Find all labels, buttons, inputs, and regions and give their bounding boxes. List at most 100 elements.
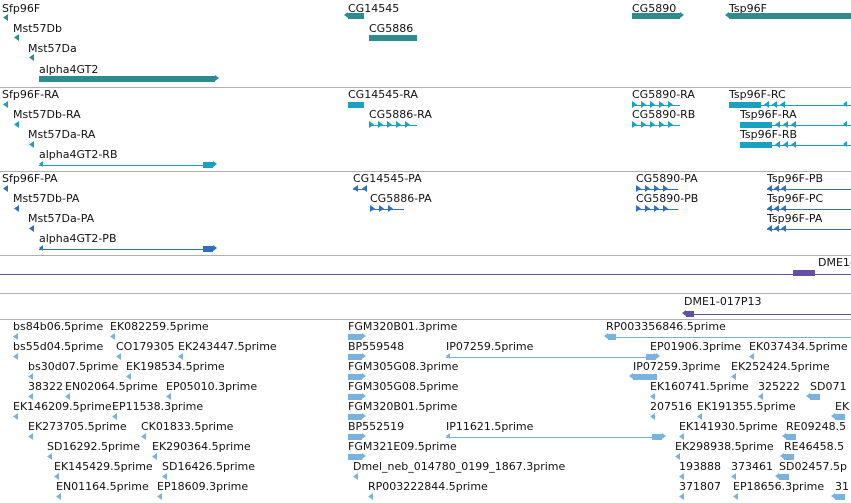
strand-arrow-icon	[781, 185, 786, 192]
feature-label[interactable]: RE09248.5	[786, 420, 847, 433]
feature-label[interactable]: CG14545-PA	[353, 172, 422, 185]
feature-label[interactable]: Mst57Db-RA	[13, 108, 81, 121]
feature-label[interactable]: EK273705.5prime	[28, 420, 127, 433]
feature-label[interactable]: CG5886-RA	[369, 108, 432, 121]
feature-label[interactable]: Mst57Da	[28, 42, 77, 55]
feature-label[interactable]: Tsp96F-RC	[729, 88, 786, 101]
feature-label[interactable]: FGM320B01.5prime	[348, 400, 458, 413]
feature-label[interactable]: CG14545	[348, 2, 400, 15]
feature-label[interactable]: EP18609.3prime	[157, 480, 249, 493]
feature-label[interactable]: EK191355.5prime	[697, 400, 796, 413]
feature-label[interactable]: bs55d04.5prime	[13, 340, 104, 353]
strand-arrow-icon	[112, 413, 117, 420]
feature-label[interactable]: 38322	[28, 380, 63, 393]
feature-label[interactable]: IP07259.5prime	[446, 340, 534, 353]
feature-label[interactable]: 325222	[758, 380, 800, 393]
strand-arrow-icon	[679, 493, 684, 500]
feature-label[interactable]: CG5890-PB	[636, 192, 699, 205]
feature-label[interactable]: EK290364.5prime	[152, 440, 251, 453]
feature-label[interactable]: EK160741.5prime	[650, 380, 749, 393]
feature-label[interactable]: Mst57Da-RA	[28, 128, 96, 141]
feature-label[interactable]: BP559548	[348, 340, 405, 353]
feature-label[interactable]: RE46458.5	[784, 440, 845, 453]
feature-label[interactable]: Tsp96F-PC	[767, 192, 824, 205]
feature-label[interactable]: EP05010.3prime	[166, 380, 258, 393]
feature-label[interactable]: BP552519	[348, 420, 405, 433]
feature-label[interactable]: SD16292.5prime	[47, 440, 140, 453]
feature-label[interactable]: 373461	[731, 460, 773, 473]
strand-arrow-icon	[650, 393, 655, 400]
feature-label[interactable]: FGM320B01.3prime	[348, 320, 458, 333]
feature-label[interactable]: 371807	[679, 480, 721, 493]
feature-label[interactable]: EK141930.5prime	[679, 420, 778, 433]
feature-label[interactable]: DME1-017P13	[684, 295, 762, 308]
feature-label[interactable]: bs84b06.5prime	[13, 320, 104, 333]
strand-arrow-icon	[645, 185, 650, 192]
feature-label[interactable]: SD071	[810, 380, 847, 393]
feature-label[interactable]: EK145429.5prime	[54, 460, 153, 473]
strand-arrow-icon	[791, 121, 796, 128]
strand-arrow-icon	[396, 121, 401, 128]
feature-label[interactable]: Tsp96F-RA	[740, 108, 797, 121]
feature-label[interactable]: EN01164.5prime	[56, 480, 149, 493]
feature-intron-line	[684, 314, 851, 315]
feature-label[interactable]: Dmel_neb_014780_0199_1867.3prime	[353, 460, 566, 473]
feature-bar	[729, 13, 851, 19]
feature-label[interactable]: Tsp96F-PB	[767, 172, 824, 185]
feature-label[interactable]: EK037434.5prime	[749, 340, 848, 353]
feature-label[interactable]: EN02064.5prime	[65, 380, 158, 393]
feature-label[interactable]: CG5890-RB	[632, 108, 696, 121]
feature-label[interactable]: EK146209.5prime	[13, 400, 112, 413]
feature-label[interactable]: EK	[835, 400, 850, 413]
feature-label[interactable]: alpha4GT2-RB	[39, 148, 118, 161]
feature-label[interactable]: SD16426.5prime	[162, 460, 255, 473]
feature-label[interactable]: EP01906.3prime	[650, 340, 742, 353]
strand-arrow-icon	[47, 453, 52, 460]
strand-arrow-icon	[654, 185, 659, 192]
feature-label[interactable]: CG5886-PA	[370, 192, 432, 205]
feature-label[interactable]: CK01833.5prime	[141, 420, 234, 433]
feature-label[interactable]: alpha4GT2	[39, 63, 99, 76]
strand-arrow-icon	[636, 185, 641, 192]
feature-label[interactable]: CG5890	[632, 2, 677, 15]
feature-label[interactable]: EK082259.5prime	[110, 320, 209, 333]
feature-label[interactable]: IP07259.3prime	[633, 360, 721, 373]
feature-label[interactable]: EK252424.5prime	[731, 360, 830, 373]
feature-label[interactable]: Tsp96F-RB	[740, 128, 798, 141]
feature-label[interactable]: IP11621.5prime	[446, 420, 534, 433]
feature-label[interactable]: CO179305	[116, 340, 175, 353]
feature-label[interactable]: 31	[835, 480, 849, 493]
feature-label[interactable]: CG14545-RA	[348, 88, 418, 101]
feature-label[interactable]: Mst57Db-PA	[13, 192, 80, 205]
feature-label[interactable]: Sfp96F	[2, 2, 41, 15]
feature-label[interactable]: EK243447.5prime	[178, 340, 277, 353]
feature-label[interactable]: FGM305G08.5prime	[348, 380, 459, 393]
feature-label[interactable]: Mst57Db	[13, 22, 62, 35]
feature-label[interactable]: SD02457.5p	[779, 460, 847, 473]
feature-label[interactable]: Tsp96F-PA	[767, 212, 823, 225]
strand-arrow-icon	[774, 225, 779, 232]
feature-label[interactable]: CG5890-RA	[632, 88, 695, 101]
feature-label[interactable]: alpha4GT2-PB	[39, 232, 117, 245]
feature-label[interactable]: CG5890-PA	[636, 172, 698, 185]
clone-top-glyph[interactable]	[793, 270, 815, 276]
feature-label[interactable]: bs30d07.5prime	[28, 360, 119, 373]
feature-label[interactable]: EK298938.5prime	[675, 440, 774, 453]
feature-label[interactable]: EP11538.3prime	[112, 400, 204, 413]
feature-label[interactable]: FGM305G08.3prime	[348, 360, 459, 373]
feature-label[interactable]: CG5886	[369, 22, 414, 35]
feature-label[interactable]: EK198534.5prime	[126, 360, 225, 373]
strand-arrow-icon	[645, 205, 650, 212]
strand-arrow-icon	[387, 121, 392, 128]
feature-label[interactable]: 207516	[650, 400, 692, 413]
feature-label[interactable]: Sfp96F-RA	[2, 88, 59, 101]
feature-label[interactable]: 193888	[679, 460, 721, 473]
feature-label[interactable]: FGM321E09.5prime	[348, 440, 457, 453]
feature-label[interactable]: RP003222844.5prime	[368, 480, 488, 493]
feature-label[interactable]: Mst57Da-PA	[28, 212, 95, 225]
feature-label[interactable]: Tsp96F	[729, 2, 767, 15]
feature-label[interactable]: Sfp96F-PA	[2, 172, 58, 185]
feature-label[interactable]: RP003356846.5prime	[606, 320, 726, 333]
strand-arrow-icon	[781, 205, 786, 212]
feature-label[interactable]: EP18656.3prime	[733, 480, 825, 493]
